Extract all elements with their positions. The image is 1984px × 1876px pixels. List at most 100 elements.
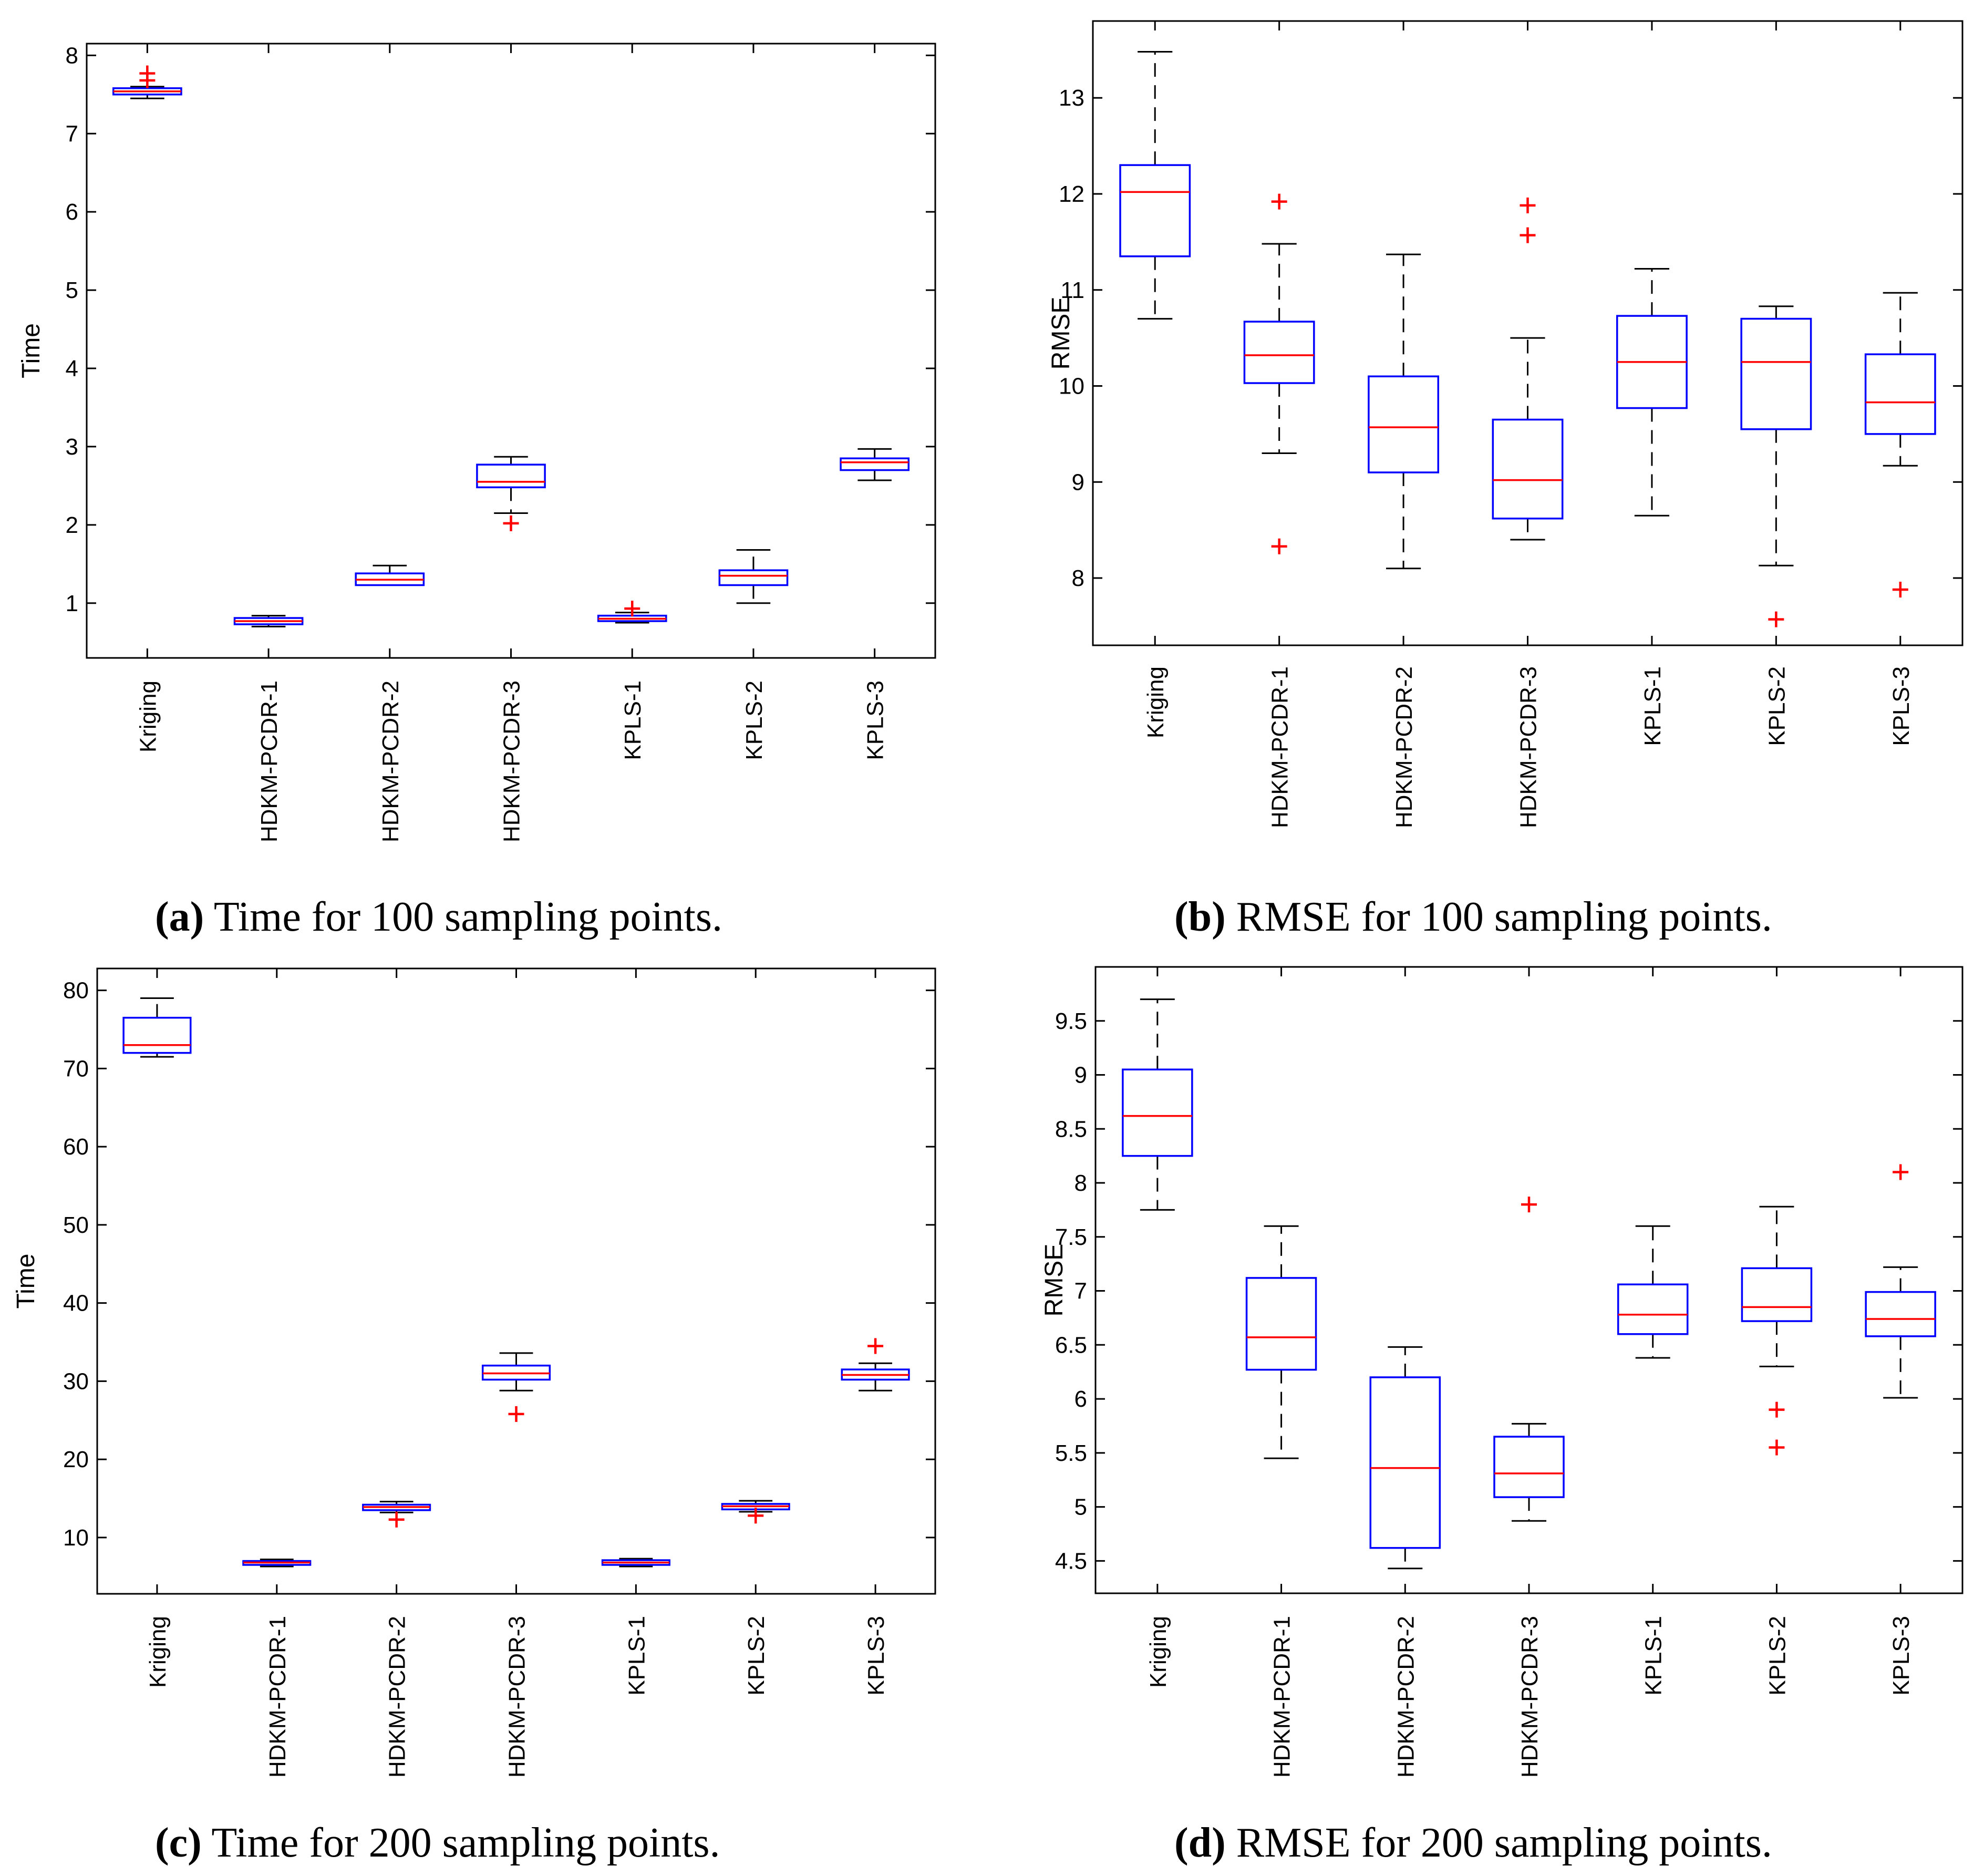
- category-label: KPLS-3: [1888, 666, 1914, 746]
- ytick-label: 7: [66, 121, 78, 147]
- category-label: HDKM-PCDR-1: [1269, 1616, 1295, 1778]
- category-label: Kriging: [1143, 666, 1169, 738]
- caption-a-text: Time for 100 sampling points.: [204, 894, 723, 940]
- category-label: HDKM-PCDR-1: [265, 1616, 291, 1778]
- category-label: KPLS-3: [1888, 1616, 1914, 1696]
- category-label: KPLS-2: [1764, 666, 1790, 746]
- panel-b: 8 9 10 11 12 13 RMSE Kriging HDKM-PCDR-1 HDKM-PCD…: [1047, 20, 1964, 828]
- ytick-label: 5: [1074, 1494, 1087, 1520]
- category-label: KPLS-2: [743, 1616, 769, 1696]
- outlier-marker: [1520, 197, 1536, 213]
- chart-b-svg: 8 9 10 11 12 13 RMSE Kriging HDKM-PCDR-1 HDKM-PCD…: [1047, 20, 1964, 828]
- outlier-marker: [1520, 227, 1536, 243]
- ytick-label: 50: [63, 1212, 89, 1238]
- ytick-label: 6: [66, 199, 78, 225]
- category-label: KPLS-1: [1640, 666, 1666, 746]
- box-iqr: [1617, 1283, 1689, 1335]
- caption-c-text: Time for 200 sampling points.: [201, 1820, 720, 1866]
- category-label: HDKM-PCDR-3: [1517, 1616, 1543, 1778]
- caption-d-text: RMSE for 200 sampling points.: [1225, 1820, 1772, 1866]
- outlier-marker: [1769, 1439, 1785, 1456]
- caption-c: (c) Time for 200 sampling points.: [155, 1819, 720, 1867]
- y-axis-title: Time: [17, 323, 45, 378]
- outlier-marker: [1892, 581, 1908, 597]
- ytick-label: 13: [1059, 85, 1084, 111]
- outlier-marker: [388, 1511, 405, 1528]
- category-label: Kriging: [135, 681, 161, 753]
- ytick-label: 7: [1074, 1279, 1087, 1304]
- category-label: HDKM-PCDR-3: [499, 681, 525, 842]
- box-iqr: [1493, 1436, 1565, 1498]
- box-iqr: [840, 457, 910, 471]
- caption-a: (a) Time for 100 sampling points.: [155, 893, 722, 941]
- ytick-label: 5: [66, 277, 78, 303]
- ytick-label: 20: [63, 1447, 89, 1472]
- category-label: HDKM-PCDR-2: [385, 1616, 410, 1778]
- y-axis-title: Time: [12, 1254, 40, 1309]
- outlier-marker: [867, 1338, 884, 1354]
- box-iqr: [1369, 1376, 1441, 1549]
- ytick-label: 40: [63, 1291, 89, 1316]
- outlier-marker: [503, 515, 519, 531]
- category-label: KPLS-1: [620, 681, 646, 760]
- caption-b-label: (b): [1174, 894, 1226, 940]
- category-label: KPLS-1: [1641, 1616, 1667, 1696]
- category-label: HDKM-PCDR-3: [504, 1616, 530, 1778]
- outlier-marker: [624, 601, 640, 617]
- box-iqr: [1122, 1068, 1193, 1157]
- category-label: KPLS-2: [1764, 1616, 1790, 1696]
- outlier-marker: [139, 65, 156, 81]
- category-label: HDKM-PCDR-2: [1391, 666, 1417, 828]
- panel-a: 1 2 3 4 5 6 7 8 Time Kriging HDKM-PCDR-1 HDKM-PCDR-…: [0, 0, 992, 938]
- ytick-label: 8: [66, 43, 78, 68]
- category-label: HDKM-PCDR-2: [378, 681, 404, 842]
- box-iqr: [1119, 164, 1191, 257]
- ytick-label: 8.5: [1055, 1116, 1087, 1142]
- ytick-label: 9: [1074, 1063, 1087, 1088]
- caption-c-label: (c): [155, 1820, 202, 1866]
- category-label: Kriging: [1145, 1616, 1171, 1688]
- ytick-label: 4: [66, 356, 78, 382]
- outlier-marker: [508, 1406, 524, 1422]
- ytick-label: 11: [1060, 277, 1084, 303]
- category-label: Kriging: [145, 1616, 171, 1688]
- box-iqr: [1740, 317, 1812, 430]
- panel-c: 10 20 30 40 50 60 70 80 Time Kriging HDKM-PCDR-1 HD…: [12, 967, 936, 1778]
- ytick-label: 5.5: [1055, 1440, 1087, 1466]
- category-label: KPLS-2: [741, 681, 767, 760]
- outlier-marker: [1271, 538, 1287, 554]
- category-label: HDKM-PCDR-3: [1516, 666, 1542, 828]
- ytick-label: 9: [1072, 469, 1084, 495]
- ytick-label: 8: [1072, 565, 1084, 591]
- box-iqr: [1492, 418, 1564, 520]
- caption-a-label: (a): [155, 894, 204, 940]
- ytick-label: 80: [63, 978, 89, 1004]
- ytick-label: 10: [1059, 374, 1084, 399]
- ytick-label: 8: [1074, 1170, 1087, 1196]
- caption-b-text: RMSE for 100 sampling points.: [1225, 894, 1772, 940]
- ytick-label: 2: [66, 512, 78, 538]
- outlier-marker: [1768, 611, 1784, 627]
- ytick-label: 12: [1059, 181, 1084, 207]
- ytick-label: 4.5: [1055, 1548, 1087, 1574]
- ytick-label: 70: [63, 1056, 89, 1081]
- chart-c-svg: 10 20 30 40 50 60 70 80 Time Kriging HDKM-PCDR-1 HD…: [12, 967, 936, 1778]
- outlier-marker: [1893, 1164, 1909, 1180]
- ytick-label: 3: [66, 434, 78, 460]
- category-label: HDKM-PCDR-2: [1393, 1616, 1419, 1778]
- category-label: KPLS-3: [863, 681, 888, 760]
- chart-a-svg: 1 2 3 4 5 6 7 8 Time Kriging HDKM-PCDR-1 HDKM-PCDR-…: [17, 43, 936, 842]
- box-iqr: [1864, 353, 1936, 435]
- category-label: HDKM-PCDR-1: [1267, 666, 1293, 828]
- box-iqr: [1865, 1291, 1936, 1337]
- caption-d-label: (d): [1174, 1820, 1226, 1866]
- caption-b: (b) RMSE for 100 sampling points.: [1174, 893, 1772, 941]
- ytick-label: 9.5: [1055, 1008, 1087, 1034]
- ytick-label: 6.5: [1055, 1332, 1087, 1358]
- caption-d: (d) RMSE for 200 sampling points.: [1174, 1819, 1772, 1867]
- ytick-label: 10: [63, 1525, 89, 1551]
- category-label: KPLS-3: [863, 1616, 889, 1696]
- box-iqr: [1245, 1277, 1317, 1371]
